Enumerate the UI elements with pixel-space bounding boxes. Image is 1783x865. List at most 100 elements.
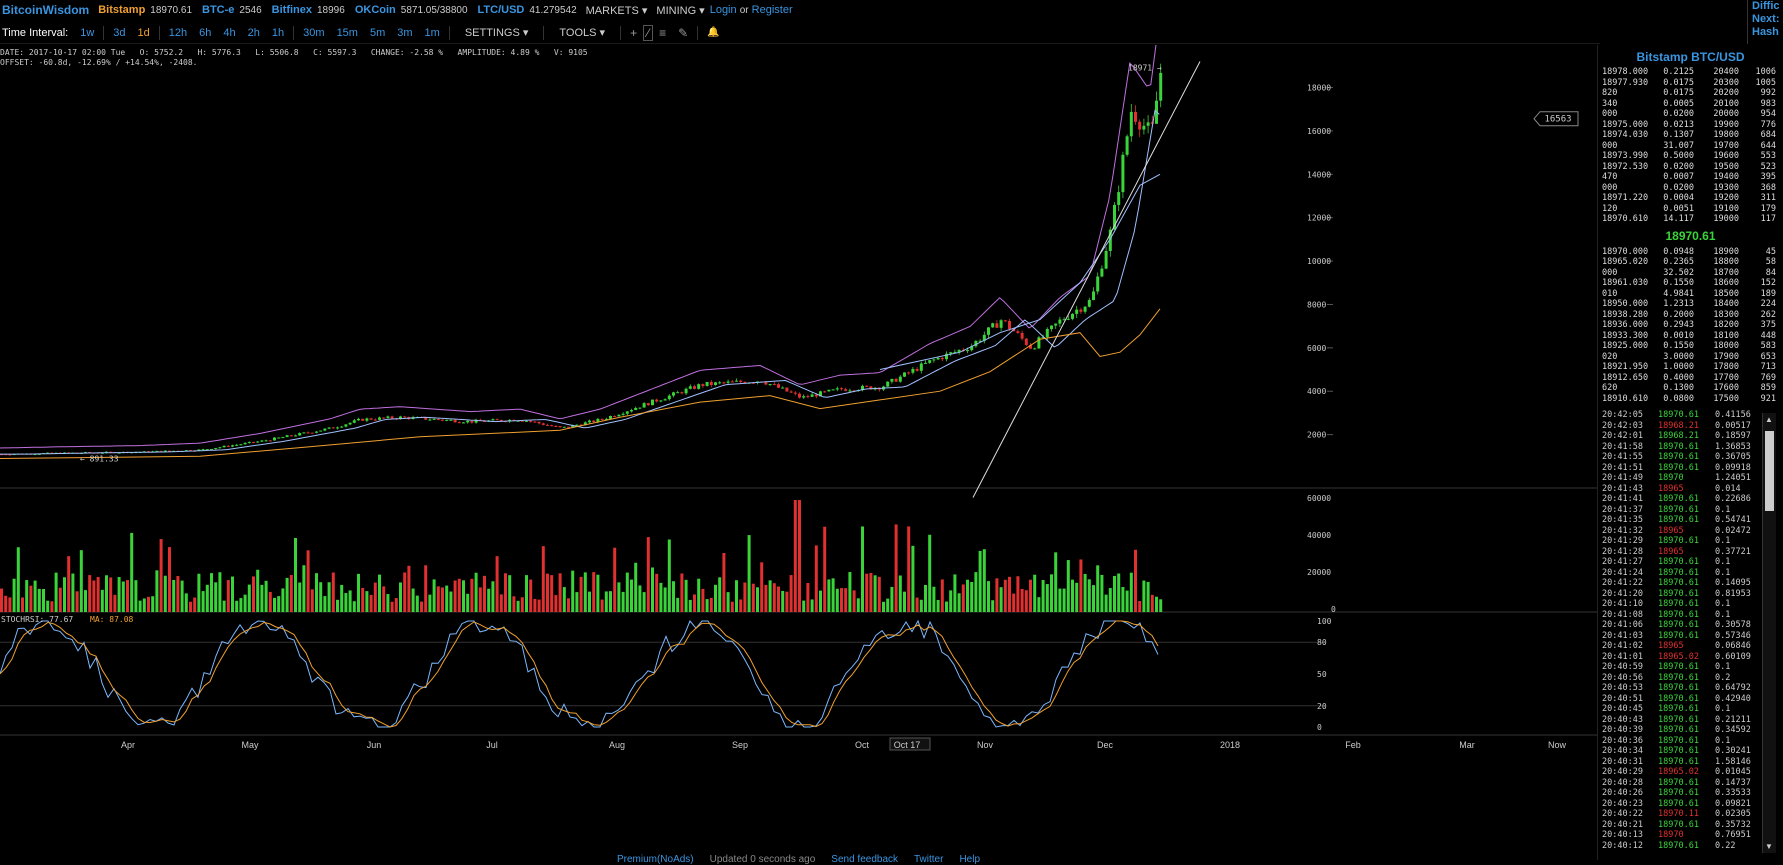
crosshair-tool-icon[interactable]: +: [630, 25, 638, 40]
trendline-tool-icon[interactable]: ⁄: [643, 24, 654, 41]
volume-bar: [802, 600, 806, 612]
volume-bar: [302, 565, 306, 612]
price-chart[interactable]: 1800016000140001200010000800060004000200…: [0, 45, 1597, 853]
twitter-link[interactable]: Twitter: [914, 854, 944, 865]
order-price: 18910.610: [1602, 393, 1649, 404]
order-amount: 0.0004: [1663, 193, 1694, 203]
interval-3m[interactable]: 3m: [397, 26, 413, 39]
site-logo[interactable]: BitcoinWisdom: [2, 3, 90, 17]
mining-menu[interactable]: MINING ▾: [656, 4, 705, 17]
bid-row[interactable]: 18921.950 1.0000 17800 713: [1598, 362, 1783, 373]
volume-bar: [96, 576, 100, 612]
register-link[interactable]: Register: [751, 4, 793, 16]
ticker-exchange[interactable]: OKCoin: [354, 4, 396, 16]
fibonacci-tool-icon[interactable]: ≡: [659, 25, 667, 40]
premium-link[interactable]: Premium(NoAds): [616, 854, 694, 865]
ask-row[interactable]: 18977.930 0.0175 20300 1005: [1598, 78, 1783, 89]
feedback-link[interactable]: Send feedback: [831, 854, 898, 865]
tools-menu[interactable]: TOOLS ▾: [559, 27, 606, 39]
bid-row[interactable]: 18933.300 0.0010 18100 448: [1598, 331, 1783, 342]
ask-row[interactable]: 18974.030 0.1307 19800 684: [1598, 130, 1783, 141]
interval-30m[interactable]: 30m: [303, 26, 325, 39]
bid-row[interactable]: 18936.000 0.2943 18200 375: [1598, 320, 1783, 331]
interval-2h[interactable]: 2h: [247, 26, 260, 39]
scroll-thumb[interactable]: [1765, 431, 1774, 511]
ask-row[interactable]: 820 0.0175 20200 992: [1598, 88, 1783, 99]
depth-sum: 179: [1760, 203, 1776, 214]
volume-bar: [33, 580, 37, 612]
markets-menu[interactable]: MARKETS ▾: [585, 4, 648, 17]
trades-scrollbar[interactable]: ▲ ▼: [1762, 413, 1776, 853]
interval-6h[interactable]: 6h: [199, 26, 212, 39]
ask-row[interactable]: 18978.000 0.2125 20400 1006: [1598, 67, 1783, 78]
candle-body: [466, 420, 470, 423]
ticker-exchange[interactable]: Bitstamp: [98, 4, 146, 16]
bid-row[interactable]: 020 3.0000 17900 653: [1598, 352, 1783, 363]
interval-1w[interactable]: 1w: [80, 26, 95, 39]
ticker-exchange[interactable]: LTC/USD: [477, 4, 525, 16]
candle-body: [369, 418, 373, 420]
help-link[interactable]: Help: [959, 854, 981, 865]
volume-bar: [378, 574, 381, 612]
ask-row[interactable]: 120 0.0051 19100 179: [1598, 204, 1783, 215]
bid-row[interactable]: 18925.000 0.1550 18000 583: [1598, 341, 1783, 352]
interval-1m[interactable]: 1m: [424, 26, 440, 39]
interval-1d[interactable]: 1d: [137, 26, 150, 39]
ticker-item[interactable]: Bitstamp 18970.61: [98, 4, 192, 16]
bid-row[interactable]: 18970.000 0.0948 18900 45: [1598, 247, 1783, 258]
ticker-item[interactable]: LTC/USD 41.279542: [478, 4, 577, 16]
ask-row[interactable]: 000 31.007 19700 644: [1598, 141, 1783, 152]
ticker-item[interactable]: BTC-e 2546: [202, 4, 262, 16]
ticker-exchange[interactable]: Bitfinex: [271, 4, 312, 16]
ask-row[interactable]: 18975.000 0.0213 19900 776: [1598, 120, 1783, 131]
interval-1h[interactable]: 1h: [271, 26, 285, 39]
bid-row[interactable]: 010 4.9841 18500 189: [1598, 289, 1783, 300]
trade-price: 18970.61: [1658, 557, 1699, 567]
volume-bar: [722, 552, 726, 612]
bid-row[interactable]: 18961.030 0.1550 18600 152: [1598, 278, 1783, 289]
depth-price: 17500: [1713, 393, 1739, 404]
ask-row[interactable]: 18970.610 14.117 19000 117: [1598, 214, 1783, 225]
volume-bar: [945, 601, 948, 612]
scroll-up-icon[interactable]: ▲: [1765, 415, 1773, 424]
login-link[interactable]: Login: [709, 4, 737, 16]
ask-row[interactable]: 18973.990 0.5000 19600 553: [1598, 151, 1783, 162]
bid-row[interactable]: 18950.000 1.2313 18400 224: [1598, 299, 1783, 310]
bid-row[interactable]: 620 0.1300 17600 859: [1598, 383, 1783, 394]
ask-row[interactable]: 000 0.0200 19300 368: [1598, 183, 1783, 194]
draw-tool-icon[interactable]: ✎: [678, 25, 689, 40]
candle-body: [600, 418, 604, 420]
volume-bar: [50, 601, 54, 612]
candle-body: [739, 380, 743, 383]
interval-12h[interactable]: 12h: [168, 26, 188, 39]
bid-row[interactable]: 18965.020 0.2365 18800 58: [1598, 257, 1783, 268]
trade-time: 20:40:39: [1602, 725, 1643, 735]
next-label: Next:: [1752, 13, 1780, 25]
candle-body: [667, 395, 671, 400]
bid-row[interactable]: 000 32.502 18700 84: [1598, 268, 1783, 279]
ask-row[interactable]: 18971.220 0.0004 19200 311: [1598, 193, 1783, 204]
bid-row[interactable]: 18912.650 0.4000 17700 769: [1598, 373, 1783, 384]
interval-4h[interactable]: 4h: [223, 26, 236, 39]
interval-5m[interactable]: 5m: [369, 26, 386, 39]
ask-row[interactable]: 470 0.0007 19400 395: [1598, 172, 1783, 183]
trade-time: 20:40:29: [1602, 767, 1643, 777]
settings-menu[interactable]: SETTINGS ▾: [464, 27, 529, 39]
depth-price: 19600: [1713, 151, 1739, 161]
ask-row[interactable]: 340 0.0005 20100 983: [1598, 99, 1783, 110]
scroll-down-icon[interactable]: ▼: [1765, 842, 1773, 851]
trade-price: 18970.61: [1658, 578, 1699, 588]
order-amount: 0.0007: [1663, 172, 1694, 182]
bid-row[interactable]: 18910.610 0.0800 17500 921: [1598, 394, 1783, 405]
interval-15m[interactable]: 15m: [336, 26, 358, 39]
difficulty-box[interactable]: Diffic Next: Hash: [1747, 0, 1783, 44]
interval-3d[interactable]: 3d: [113, 26, 126, 39]
ticker-item[interactable]: Bitfinex 18996: [272, 4, 345, 16]
bid-row[interactable]: 18938.280 0.2000 18300 262: [1598, 310, 1783, 321]
x-tick-label: Jul: [486, 740, 498, 750]
ask-row[interactable]: 18972.530 0.0200 19500 523: [1598, 162, 1783, 173]
alert-bell-icon[interactable]: 🔔: [707, 27, 720, 38]
ask-row[interactable]: 000 0.0200 20000 954: [1598, 109, 1783, 120]
ticker-exchange[interactable]: BTC-e: [202, 4, 235, 16]
ticker-item[interactable]: OKCoin 5871.05/38800: [355, 4, 468, 16]
